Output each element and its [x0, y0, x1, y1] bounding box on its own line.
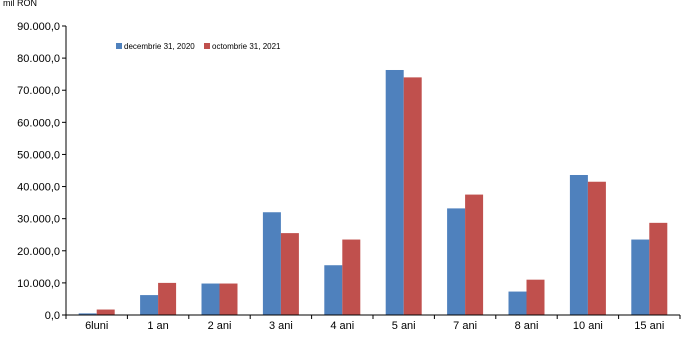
bar-octombrie-2021: [96, 309, 115, 315]
y-tick-label: 10.000,0: [17, 278, 60, 290]
legend-label-decembrie-2020: decembrie 31, 2020: [124, 42, 195, 51]
bar-decembrie-2020: [78, 313, 97, 315]
bar-decembrie-2020: [508, 291, 527, 315]
y-tick-label: 80.000,0: [17, 53, 60, 65]
bar-decembrie-2020: [631, 239, 650, 315]
y-axis-unit-label: mil RON: [3, 0, 37, 8]
bar-octombrie-2021: [649, 222, 668, 315]
y-tick-label: 30.000,0: [17, 214, 60, 226]
bar-decembrie-2020: [262, 212, 281, 315]
bar-decembrie-2020: [569, 174, 588, 315]
x-tick-label: 6luni: [85, 320, 108, 332]
bar-octombrie-2021: [342, 239, 361, 315]
x-tick-label: 5 ani: [392, 320, 416, 332]
y-tick-label: 70.000,0: [17, 85, 60, 97]
x-tick-label: 1 an: [147, 320, 168, 332]
x-tick-label: 3 ani: [269, 320, 293, 332]
bar-octombrie-2021: [280, 233, 299, 315]
y-axis-ticks: 0,0 10.000,0 20.000,0 30.000,0 40.000,0 50.00…: [17, 21, 66, 322]
bar-octombrie-2021: [526, 279, 545, 315]
bar-octombrie-2021: [403, 77, 422, 315]
y-tick-label: 40.000,0: [17, 182, 60, 194]
bar-decembrie-2020: [385, 69, 404, 316]
bar-octombrie-2021: [219, 283, 238, 315]
y-tick-label: 0,0: [45, 310, 60, 322]
legend-swatch-octombrie-2021: [204, 43, 210, 49]
y-tick-label: 20.000,0: [17, 246, 60, 258]
y-tick-label: 50.000,0: [17, 149, 60, 161]
x-axis-ticks: 6luni 1 an 2 ani 3 ani 4 ani 5 ani 7 ani 8 ani 1…: [65, 315, 681, 332]
x-tick-label: 2 ani: [208, 320, 232, 332]
x-tick-label: 7 ani: [453, 320, 477, 332]
x-tick-label: 8 ani: [515, 320, 539, 332]
bar-decembrie-2020: [447, 208, 466, 315]
legend-label-octombrie-2021: octombrie 31, 2021: [212, 42, 281, 51]
bar-decembrie-2020: [324, 265, 343, 315]
x-tick-label: 15 ani: [634, 320, 664, 332]
legend: decembrie 31, 2020 octombrie 31, 2021: [116, 42, 281, 51]
axes: [65, 26, 680, 316]
x-tick-label: 4 ani: [330, 320, 354, 332]
bar-octombrie-2021: [587, 181, 606, 315]
y-tick-label: 60.000,0: [17, 117, 60, 129]
bars: [78, 69, 668, 316]
bar-octombrie-2021: [158, 282, 177, 315]
bar-decembrie-2020: [140, 295, 159, 315]
bar-decembrie-2020: [201, 283, 220, 315]
legend-swatch-decembrie-2020: [116, 43, 122, 49]
y-tick-label: 90.000,0: [17, 21, 60, 33]
bar-octombrie-2021: [465, 194, 484, 315]
x-tick-label: 10 ani: [573, 320, 603, 332]
